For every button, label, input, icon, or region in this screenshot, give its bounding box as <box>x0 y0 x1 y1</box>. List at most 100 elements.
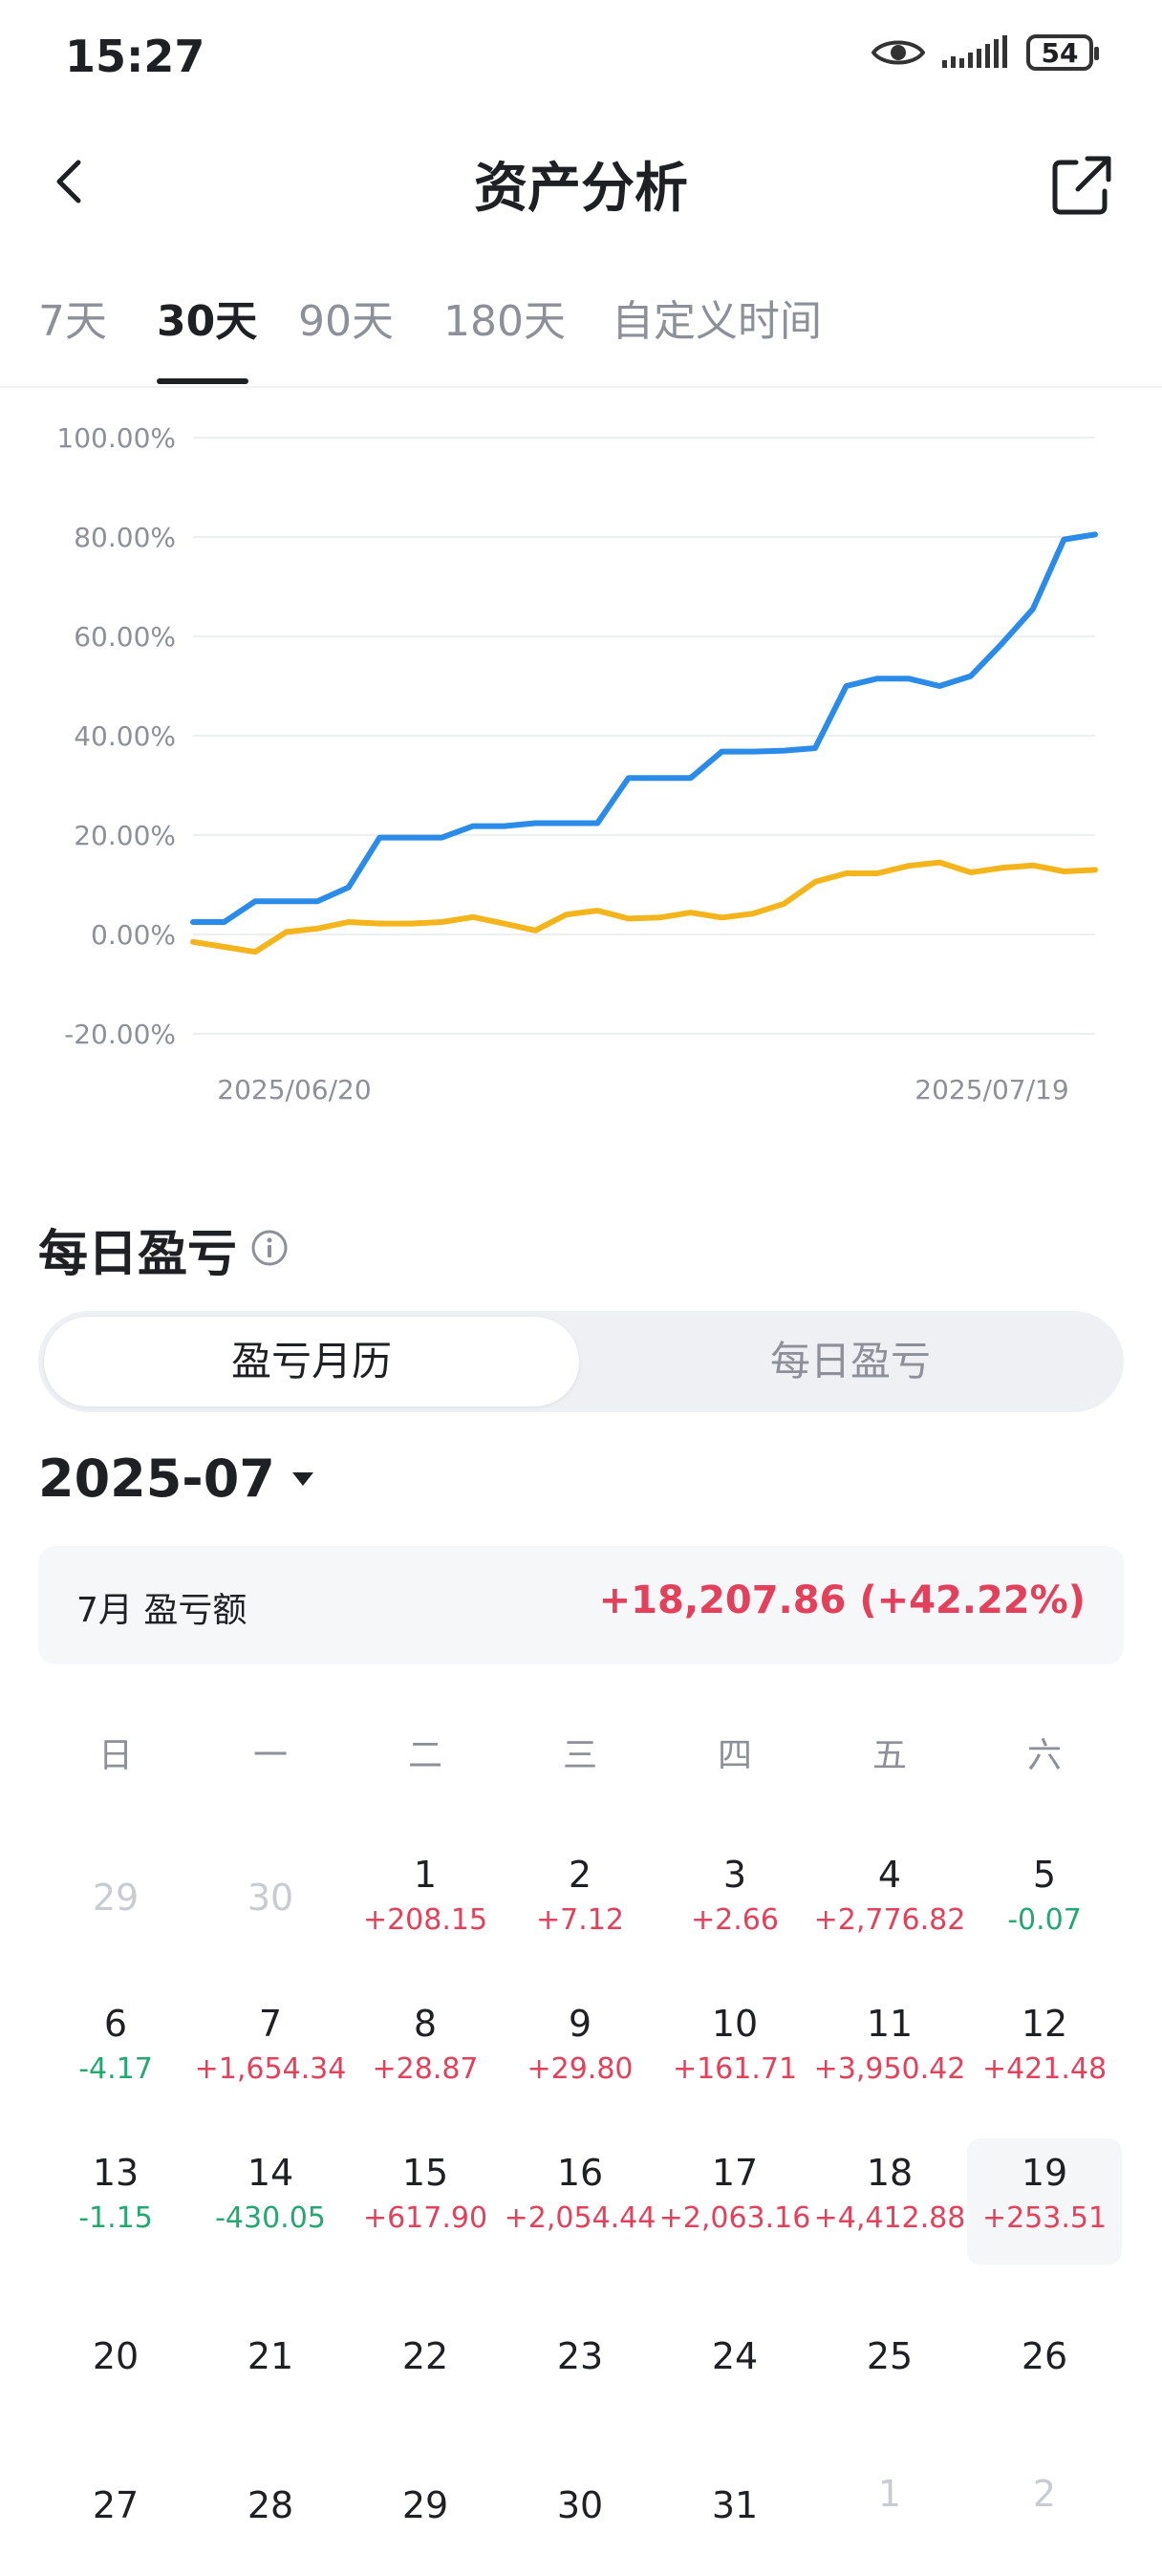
day-pnl-value: +7.12 <box>536 1903 624 1937</box>
tab-7d[interactable]: 7天 <box>38 297 107 346</box>
tab-180d[interactable]: 180天 <box>443 297 566 346</box>
calendar-day[interactable]: 21 <box>193 2301 348 2427</box>
share-icon <box>1052 156 1111 215</box>
calendar-day[interactable]: 20 <box>38 2301 193 2427</box>
calendar-day[interactable]: 12 +421.48 <box>967 2003 1122 2129</box>
day-number: 2 <box>568 1854 592 1896</box>
day-pnl-value: -0.07 <box>1007 1903 1082 1937</box>
day-pnl-value: +4,412.88 <box>813 2201 966 2235</box>
calendar-day[interactable]: 11 +3,950.42 <box>812 2003 967 2129</box>
calendar-day[interactable]: 8 +28.87 <box>348 2003 503 2129</box>
calendar-day[interactable]: 26 <box>967 2301 1122 2427</box>
day-number: 10 <box>711 2003 759 2045</box>
calendar-day[interactable]: 1 +208.15 <box>348 1854 503 1980</box>
page-title: 资产分析 <box>474 158 688 220</box>
x-tick-label: 2025/07/19 <box>915 1074 1068 1106</box>
day-number: 28 <box>247 2484 294 2526</box>
day-number: 17 <box>711 2152 759 2194</box>
calendar-day[interactable]: 2 <box>967 2450 1122 2576</box>
day-number: 31 <box>711 2484 759 2526</box>
day-pnl-value: +2,776.82 <box>813 1903 966 1937</box>
day-pnl-value: +2,063.16 <box>658 2201 811 2235</box>
calendar-day[interactable]: 25 <box>812 2301 967 2427</box>
weekday-header: 四 <box>717 1736 752 1775</box>
day-pnl-value: -430.05 <box>215 2201 326 2235</box>
day-number: 30 <box>247 1877 294 1919</box>
info-icon[interactable] <box>250 1229 289 1267</box>
asset-line-chart[interactable]: 100.00% 80.00% 60.00% 40.00% 20.00% 0.00% -20.… <box>0 411 1162 1118</box>
calendar-day[interactable]: 29 <box>348 2450 503 2576</box>
calendar-day[interactable]: 2 +7.12 <box>503 1854 657 1980</box>
tab-90d[interactable]: 90天 <box>298 297 394 346</box>
day-number: 11 <box>866 2003 914 2045</box>
calendar-day[interactable]: 10 +161.71 <box>657 2003 812 2129</box>
day-number: 5 <box>1032 1854 1057 1896</box>
calendar-day[interactable]: 22 <box>348 2301 503 2427</box>
calendar-day[interactable]: 29 <box>38 1854 193 1980</box>
day-pnl-value: +2.66 <box>691 1903 779 1937</box>
segment-calendar[interactable]: 盈亏月历 <box>44 1317 579 1406</box>
day-number: 29 <box>401 2484 449 2526</box>
calendar-day[interactable]: 30 <box>193 1854 348 1980</box>
tab-30d[interactable]: 30天 <box>157 297 258 346</box>
day-number: 23 <box>556 2335 604 2377</box>
calendar-day[interactable]: 3 +2.66 <box>657 1854 812 1980</box>
calendar-day[interactable]: 13 -1.15 <box>38 2152 193 2278</box>
day-number: 16 <box>556 2152 604 2194</box>
summary-label: 7月 盈亏额 <box>76 1591 247 1630</box>
x-tick-label: 2025/06/20 <box>217 1074 371 1106</box>
series-line-1 <box>190 531 1098 925</box>
day-number: 8 <box>413 2003 438 2045</box>
y-tick-label: 80.00% <box>74 522 176 553</box>
calendar-day[interactable]: 18 +4,412.88 <box>812 2152 967 2278</box>
calendar-day[interactable]: 23 <box>503 2301 657 2427</box>
day-pnl-value: +28.87 <box>372 2052 479 2086</box>
day-number: 24 <box>711 2335 759 2377</box>
status-icons: 54 <box>872 34 1099 71</box>
calendar-day[interactable]: 6 -4.17 <box>38 2003 193 2129</box>
calendar-day[interactable]: 1 <box>812 2450 967 2576</box>
month-value: 2025-07 <box>38 1449 275 1509</box>
day-number: 19 <box>1021 2152 1068 2194</box>
calendar-day[interactable]: 31 <box>657 2450 812 2576</box>
day-number: 4 <box>877 1854 902 1896</box>
calendar-day[interactable]: 7 +1,654.34 <box>193 2003 348 2129</box>
month-picker[interactable]: 2025-07 <box>38 1449 315 1509</box>
calendar-day[interactable]: 28 <box>193 2450 348 2576</box>
month-summary: 7月 盈亏额 +18,207.86 (+42.22%) <box>38 1546 1124 1664</box>
day-pnl-value: +3,950.42 <box>813 2052 966 2086</box>
calendar-day[interactable]: 4 +2,776.82 <box>812 1854 967 1980</box>
calendar-day[interactable]: 9 +29.80 <box>503 2003 657 2129</box>
calendar-day[interactable]: 30 <box>503 2450 657 2576</box>
signal-icon <box>942 35 1007 68</box>
calendar-day[interactable]: 17 +2,063.16 <box>657 2152 812 2278</box>
calendar-day[interactable]: 19 +253.51 <box>967 2138 1122 2265</box>
day-number: 12 <box>1021 2003 1068 2045</box>
day-number: 3 <box>722 1854 747 1896</box>
battery-icon: 54 <box>1026 34 1099 71</box>
calendar-day[interactable]: 14 -430.05 <box>193 2152 348 2278</box>
day-number: 2 <box>1032 2473 1057 2515</box>
day-pnl-value: -1.15 <box>78 2201 153 2235</box>
calendar-day[interactable]: 16 +2,054.44 <box>503 2152 657 2278</box>
calendar-day[interactable]: 27 <box>38 2450 193 2576</box>
calendar-day[interactable]: 15 +617.90 <box>348 2152 503 2278</box>
calendar-day[interactable]: 24 <box>657 2301 812 2427</box>
y-tick-label: 40.00% <box>74 720 176 752</box>
back-button[interactable] <box>42 153 99 210</box>
pnl-view-toggle: 盈亏月历 每日盈亏 <box>38 1311 1124 1412</box>
eye-icon <box>872 40 925 65</box>
tab-custom[interactable]: 自定义时间 <box>612 297 822 346</box>
day-pnl-value: +161.71 <box>672 2052 798 2086</box>
weekday-header: 一 <box>252 1736 288 1775</box>
segment-daily[interactable]: 每日盈亏 <box>769 1338 931 1385</box>
day-pnl-value: +2,054.44 <box>504 2201 656 2235</box>
day-number: 22 <box>401 2335 449 2377</box>
day-number: 1 <box>413 1854 438 1896</box>
caret-down-icon <box>291 1471 313 1486</box>
day-pnl-value: +253.51 <box>981 2201 1108 2235</box>
series-line-2 <box>190 859 1098 955</box>
share-button[interactable] <box>1049 153 1114 218</box>
day-number: 13 <box>92 2152 140 2194</box>
calendar-day[interactable]: 5 -0.07 <box>967 1854 1122 1980</box>
